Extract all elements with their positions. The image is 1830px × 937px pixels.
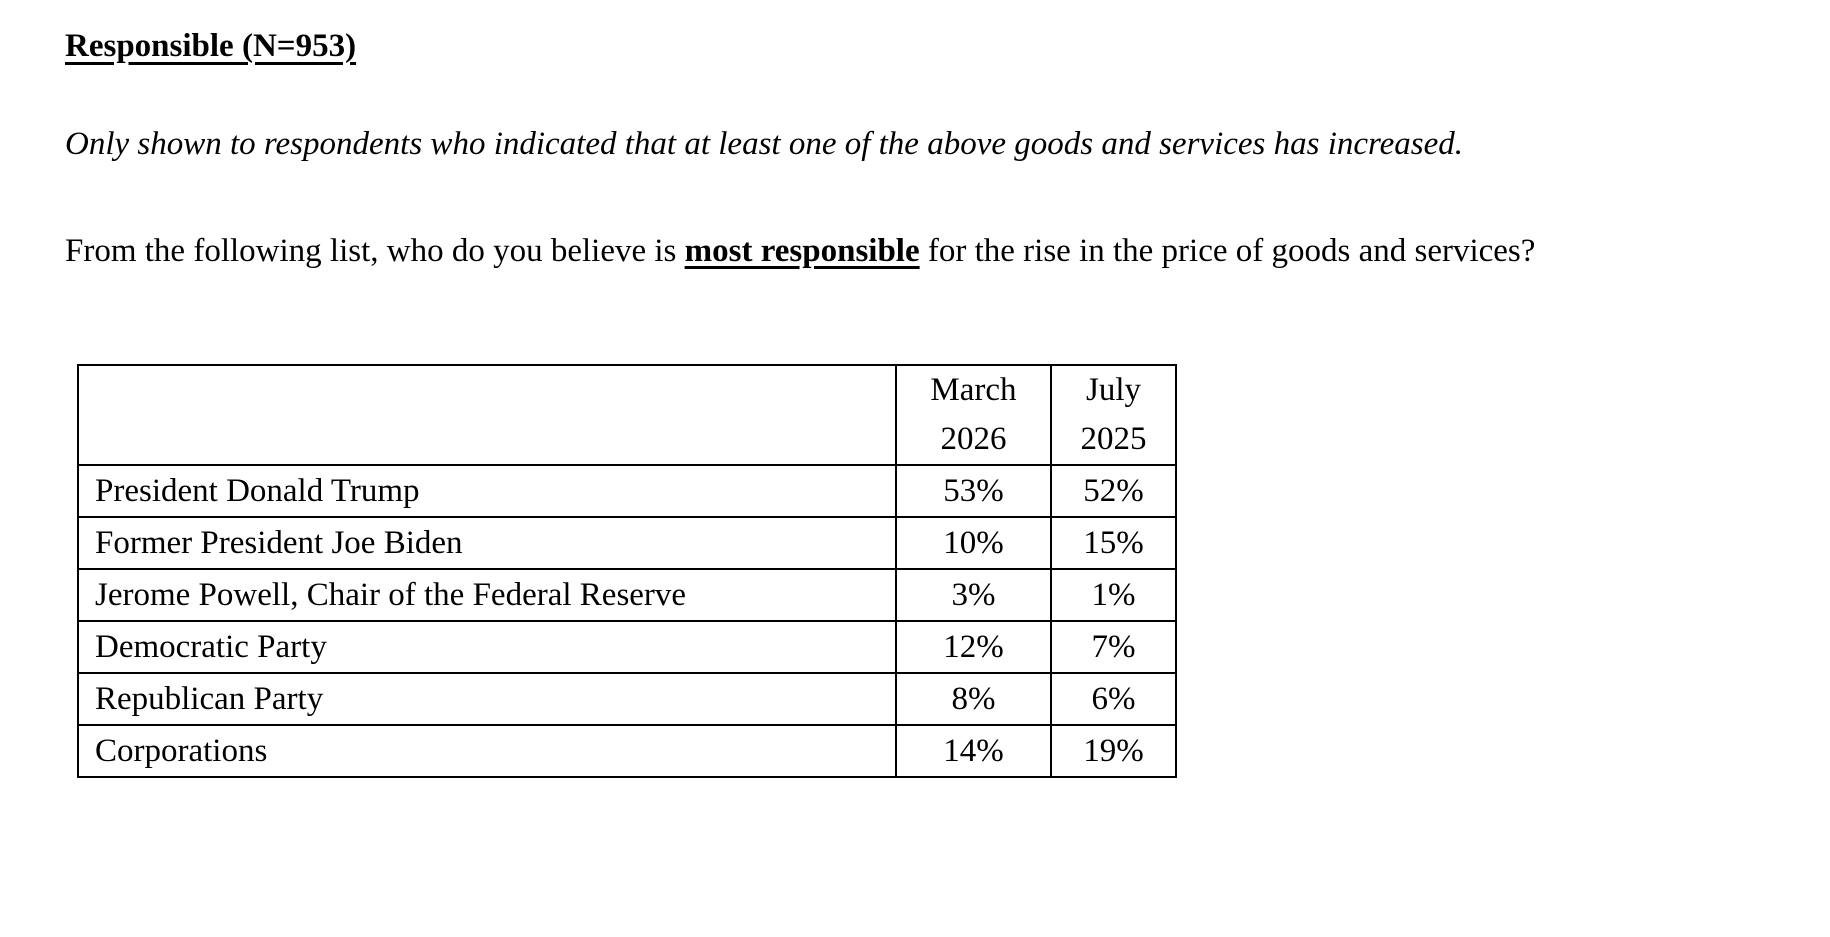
question-prefix: From the following list, who do you beli… bbox=[65, 233, 685, 269]
results-table: March 2026 July 2025 President Donald Tr… bbox=[77, 364, 1177, 778]
audience-note: Only shown to respondents who indicated … bbox=[65, 126, 1464, 162]
page-title: Responsible (N=953) bbox=[65, 28, 357, 64]
row-label: Republican Party bbox=[77, 672, 897, 726]
row-value-march: 53% bbox=[895, 464, 1052, 518]
row-label: Former President Joe Biden bbox=[77, 516, 897, 570]
table-row: Republican Party 8% 6% bbox=[77, 672, 1177, 726]
table-row: Corporations 14% 19% bbox=[77, 724, 1177, 778]
table-row: Democratic Party 12% 7% bbox=[77, 620, 1177, 674]
table-header-row: March 2026 July 2025 bbox=[77, 364, 1177, 466]
row-label: Democratic Party bbox=[77, 620, 897, 674]
row-value-july: 6% bbox=[1050, 672, 1177, 726]
row-value-july: 15% bbox=[1050, 516, 1177, 570]
question-emphasis: most responsible bbox=[684, 233, 920, 269]
row-value-july: 52% bbox=[1050, 464, 1177, 518]
table-row: Former President Joe Biden 10% 15% bbox=[77, 516, 1177, 570]
row-value-july: 19% bbox=[1050, 724, 1177, 778]
header-cell-july-2025: July 2025 bbox=[1050, 364, 1177, 466]
row-label: Jerome Powell, Chair of the Federal Rese… bbox=[77, 568, 897, 622]
row-value-july: 1% bbox=[1050, 568, 1177, 622]
table-row: Jerome Powell, Chair of the Federal Rese… bbox=[77, 568, 1177, 622]
row-value-march: 12% bbox=[895, 620, 1052, 674]
table-row: President Donald Trump 53% 52% bbox=[77, 464, 1177, 518]
row-value-march: 10% bbox=[895, 516, 1052, 570]
row-value-march: 3% bbox=[895, 568, 1052, 622]
header-cell-blank bbox=[77, 364, 897, 466]
row-label: Corporations bbox=[77, 724, 897, 778]
question-text: From the following list, who do you beli… bbox=[65, 225, 1545, 278]
row-value-march: 14% bbox=[895, 724, 1052, 778]
row-value-march: 8% bbox=[895, 672, 1052, 726]
question-suffix: for the rise in the price of goods and s… bbox=[919, 233, 1536, 269]
row-value-july: 7% bbox=[1050, 620, 1177, 674]
row-label: President Donald Trump bbox=[77, 464, 897, 518]
header-cell-march-2026: March 2026 bbox=[895, 364, 1052, 466]
